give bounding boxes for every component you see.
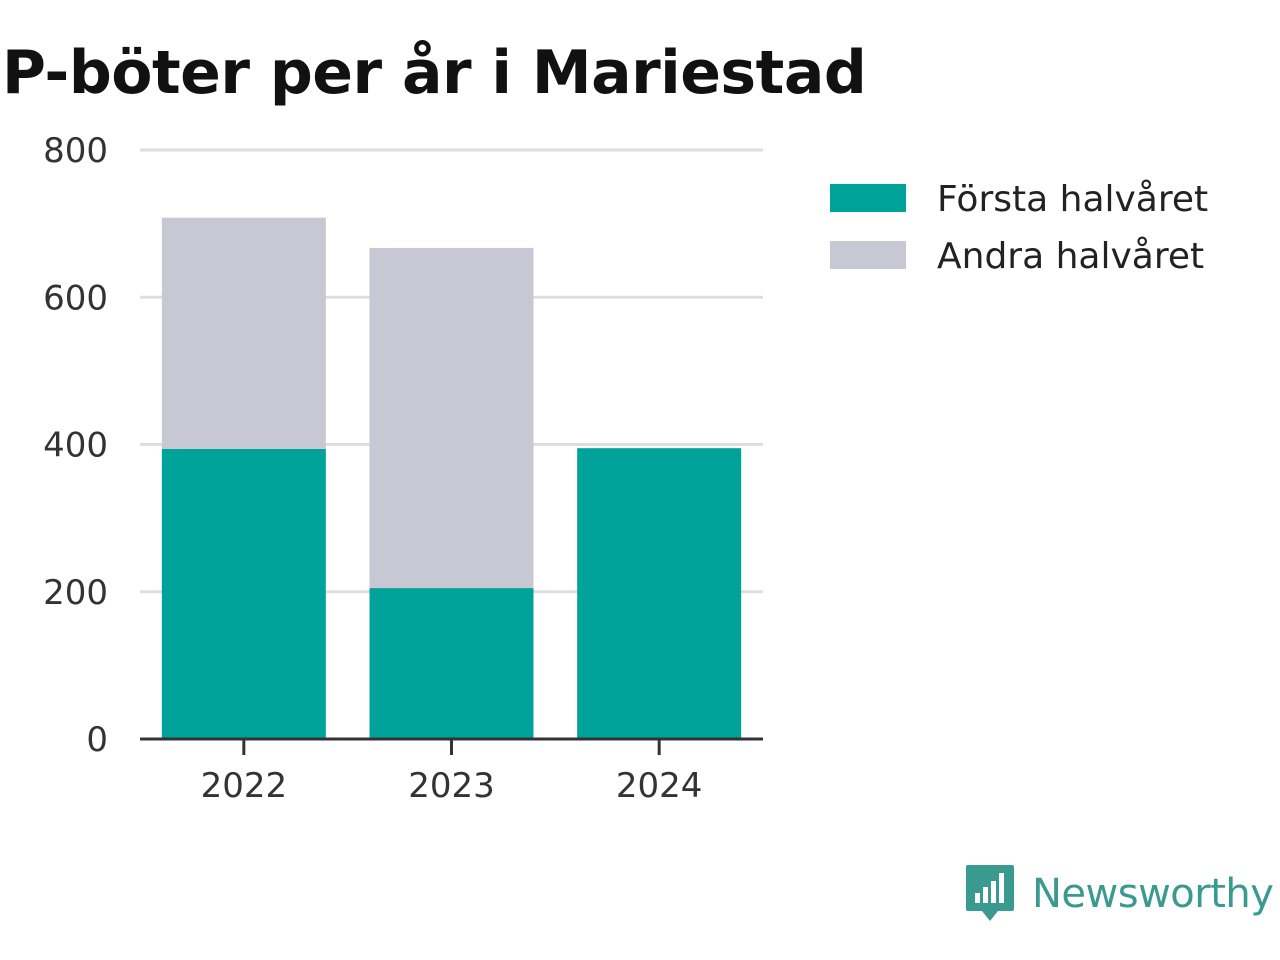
x-tick-label: 2023 [408,766,495,806]
x-tick-label: 2022 [201,766,288,806]
bar-2024-series-1 [577,448,742,739]
legend: Första halvåret Andra halvåret [830,179,1208,277]
bar-2022-series-1 [161,448,326,739]
y-tick-label: 600 [43,278,108,318]
bars [161,217,742,739]
y-tick-label: 0 [86,720,108,760]
bar-2022-series-2 [161,217,326,449]
legend-swatch-2 [830,241,906,269]
y-tick-label: 200 [43,573,108,613]
chart-title: P-böter per år i Mariestad [2,38,867,108]
newsworthy-logo-icon [966,865,1014,921]
bar-2023-series-1 [369,588,534,739]
y-tick-label: 800 [43,131,108,171]
legend-swatch-1 [830,184,906,212]
axes: 0 200 400 600 800 2022 2023 2024 [43,131,763,806]
brand-name: Newsworthy [1032,871,1274,917]
bar-2023-series-2 [369,247,534,589]
brand-logo: Newsworthy [964,862,1274,926]
legend-label-1: Första halvåret [937,179,1208,220]
y-tick-label: 400 [43,426,108,466]
legend-label-2: Andra halvåret [937,236,1204,277]
x-tick-label: 2024 [616,766,703,806]
